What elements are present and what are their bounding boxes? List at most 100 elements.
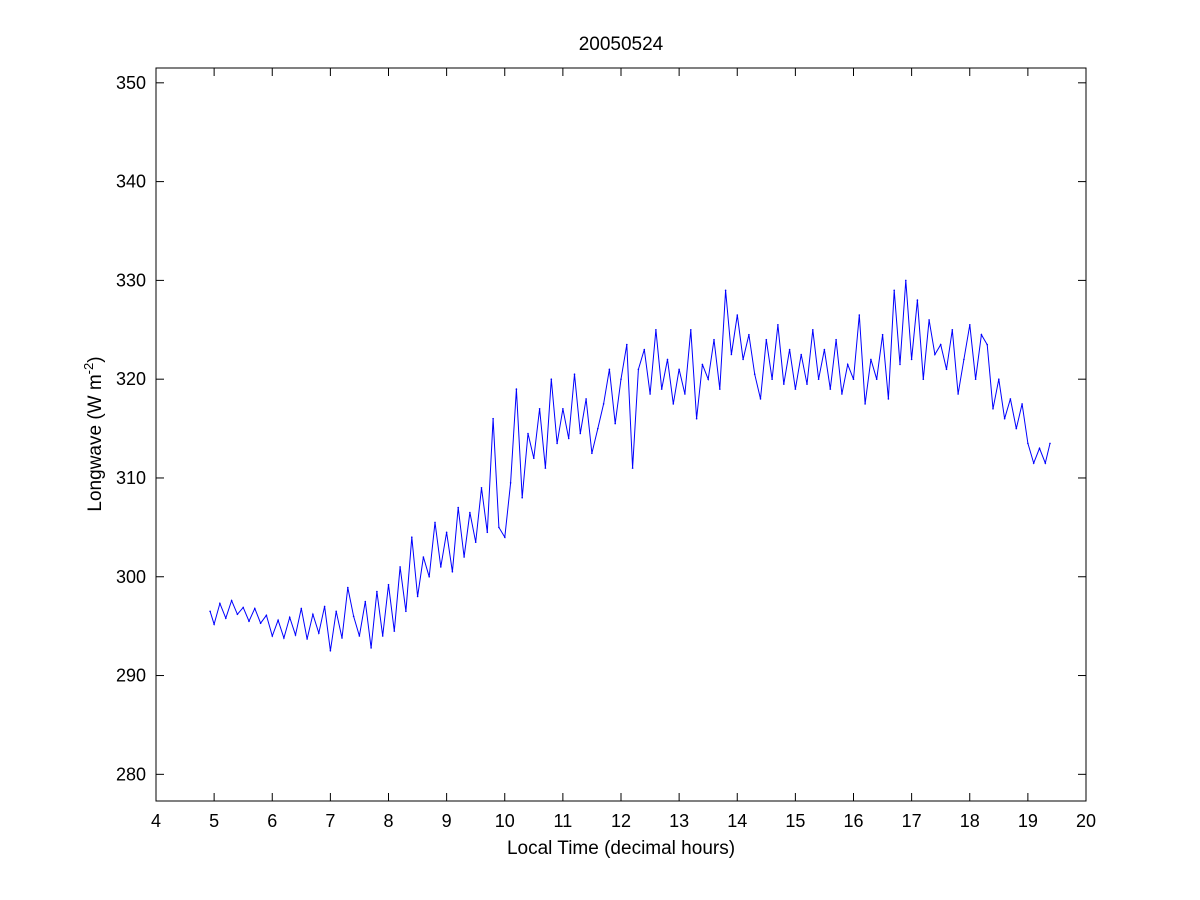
series-point: [370, 647, 372, 649]
x-tick-label: 14: [727, 811, 747, 831]
y-tick-label: 350: [116, 73, 146, 93]
series-point: [306, 638, 308, 640]
series-point: [846, 363, 849, 366]
series-points: [209, 279, 1051, 652]
series-point: [794, 388, 797, 390]
series-point: [556, 442, 558, 445]
series-point: [509, 482, 512, 484]
series-point: [963, 358, 965, 361]
x-tick-label: 19: [1018, 811, 1038, 831]
x-tick-label: 4: [151, 811, 161, 831]
series-point: [323, 605, 326, 608]
series-point: [945, 368, 948, 371]
series-point: [812, 329, 814, 331]
series-point: [1044, 462, 1047, 464]
series-point: [341, 637, 343, 639]
series-point: [631, 467, 634, 469]
x-tick-label: 18: [960, 811, 980, 831]
series-point: [277, 619, 279, 621]
series-point: [451, 571, 454, 573]
series-point: [585, 398, 587, 400]
x-axis-ticks: 4 5 6 7 8 9 10 11 12 13 14 15 16 17 18 19 20: [151, 68, 1096, 831]
series-point: [533, 457, 535, 460]
series-point: [428, 576, 431, 578]
series-point: [236, 613, 239, 616]
series-point: [695, 417, 698, 420]
y-tick-label: 310: [116, 468, 146, 488]
series-point: [858, 314, 861, 316]
series-point: [922, 378, 925, 381]
series-point: [887, 398, 890, 400]
series-point: [387, 583, 390, 586]
series-point: [498, 526, 500, 529]
series-point: [864, 403, 866, 405]
series-point: [463, 556, 465, 558]
series-point: [806, 383, 808, 385]
series-point: [602, 403, 605, 405]
series-point: [974, 378, 977, 381]
series-point: [783, 383, 785, 385]
series-point: [405, 610, 407, 613]
series-point: [213, 623, 215, 625]
y-axis-label-main: Longwave (W m: [85, 374, 106, 511]
series-point: [283, 637, 285, 639]
x-tick-label: 12: [611, 811, 631, 831]
series-point: [271, 635, 274, 637]
series-point: [474, 541, 477, 543]
series-point: [1015, 427, 1018, 430]
y-axis-label-superscript: -2: [81, 363, 96, 375]
x-tick-label: 9: [442, 811, 452, 831]
series-point: [1021, 403, 1023, 405]
series-point: [608, 368, 611, 371]
x-tick-label: 16: [843, 811, 863, 831]
series-point: [399, 566, 401, 568]
y-tick-label: 330: [116, 270, 146, 290]
series-point: [759, 398, 762, 400]
series-point: [655, 329, 657, 331]
series-point: [1032, 462, 1035, 464]
series-point: [829, 388, 832, 390]
y-tick-label: 290: [116, 666, 146, 686]
series-point: [544, 467, 547, 469]
series-point: [434, 521, 436, 524]
series-point: [666, 358, 669, 361]
series-point: [614, 422, 616, 425]
x-tick-label: 5: [209, 811, 219, 831]
series-point: [800, 353, 802, 356]
series-point: [777, 324, 779, 326]
series-point: [707, 378, 709, 381]
series-point: [259, 622, 262, 624]
series-line-longwave: [209, 280, 1051, 651]
x-axis-label: Local Time (decimal hours): [507, 838, 735, 859]
series-point: [910, 358, 913, 361]
series-point: [445, 531, 448, 534]
series-point: [626, 343, 628, 346]
series-point: [660, 388, 663, 390]
series-point: [376, 590, 378, 593]
series-point: [724, 289, 727, 292]
series-point: [288, 616, 291, 619]
series-point: [573, 373, 576, 376]
series-point: [230, 599, 233, 602]
series-point: [928, 319, 930, 321]
series-point: [521, 496, 523, 499]
series-point: [242, 606, 244, 609]
series-point: [1009, 398, 1012, 400]
series-point: [969, 324, 971, 326]
series-point: [527, 432, 529, 435]
series-point: [312, 613, 314, 616]
chart-title: 20050524: [579, 34, 664, 55]
series-point: [678, 368, 680, 371]
series-point: [440, 566, 442, 568]
series-point: [823, 348, 826, 351]
y-axis-ticks: 280 290 300 310 320 330 340 350: [116, 73, 1086, 784]
series-point: [620, 378, 622, 381]
x-tick-label: 13: [669, 811, 689, 831]
y-tick-label: 320: [116, 369, 146, 389]
series-point: [567, 437, 570, 440]
series-point: [422, 556, 425, 558]
series-point: [411, 536, 413, 538]
series-point: [550, 378, 553, 381]
series-point: [492, 417, 494, 420]
